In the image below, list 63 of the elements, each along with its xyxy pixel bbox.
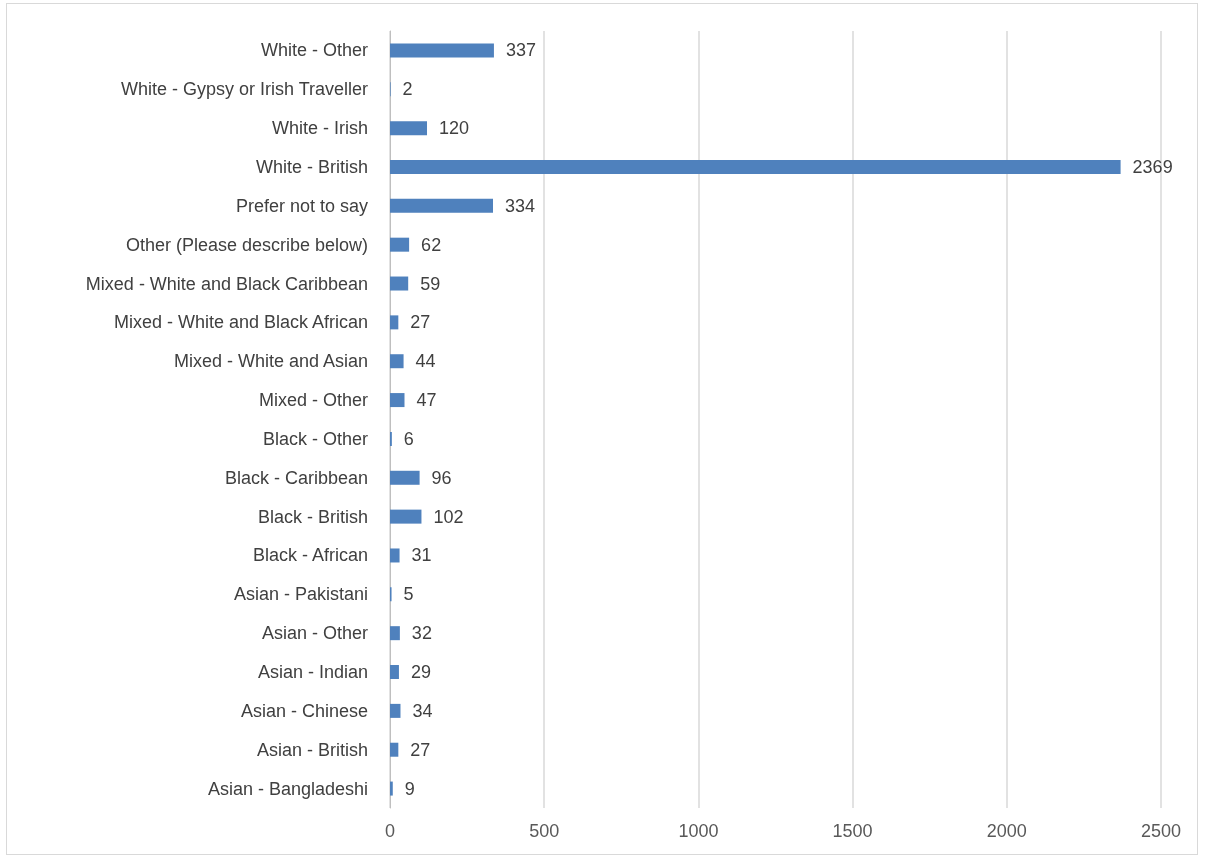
y-tick-label: White - Irish	[271, 118, 368, 139]
data-label: 5	[403, 584, 414, 605]
x-tick-label: 0	[384, 821, 396, 841]
bar	[390, 121, 428, 136]
y-tick-label: Asian - Bangladeshi	[207, 778, 368, 799]
y-tick-label: White - Other	[260, 40, 368, 61]
data-label: 9	[404, 778, 415, 799]
bar	[390, 548, 400, 563]
y-tick-label: White - Gypsy or Irish Traveller	[120, 79, 368, 100]
data-label: 2369	[1132, 156, 1173, 177]
data-label: 27	[410, 739, 431, 760]
y-tick-label: Asian - Pakistani	[233, 584, 368, 605]
bar	[390, 393, 405, 408]
data-label: 96	[431, 467, 452, 488]
x-tick-label: 500	[529, 821, 560, 841]
y-tick-label: Asian - Chinese	[240, 700, 368, 721]
data-label: 47	[416, 390, 437, 411]
y-tick-label: Black - African	[252, 545, 368, 566]
bar	[390, 665, 399, 680]
y-tick-label: Other (Please describe below)	[125, 234, 368, 255]
y-tick-label: Asian - Other	[261, 623, 368, 644]
data-label: 120	[439, 118, 470, 139]
y-tick-label: Asian - British	[256, 739, 368, 760]
bar	[390, 159, 1121, 174]
x-tick-label: 2500	[1140, 821, 1182, 841]
bar	[390, 237, 410, 252]
data-label: 334	[505, 195, 536, 216]
data-label: 102	[433, 506, 464, 527]
data-label: 31	[411, 545, 432, 566]
data-label: 337	[505, 40, 536, 61]
data-label: 27	[410, 312, 431, 333]
y-tick-label: Asian - Indian	[257, 662, 368, 683]
data-label: 34	[412, 700, 433, 721]
data-label: 59	[420, 273, 441, 294]
y-tick-label: Mixed - Other	[258, 390, 368, 411]
bar	[390, 198, 494, 213]
y-tick-label: Mixed - White and Black Caribbean	[85, 273, 368, 294]
bar	[390, 509, 422, 524]
bar	[390, 354, 404, 369]
y-tick-label: Black - British	[257, 506, 368, 527]
x-tick-label: 1500	[832, 821, 873, 841]
y-tick-label: Black - Caribbean	[224, 467, 368, 488]
data-label: 29	[410, 662, 431, 683]
bar	[390, 781, 393, 796]
data-label: 6	[403, 428, 414, 449]
x-tick-label: 2000	[986, 821, 1027, 841]
y-tick-label: Prefer not to say	[235, 195, 368, 216]
bar	[390, 276, 409, 291]
y-tick-label: Mixed - White and Asian	[173, 351, 368, 372]
x-tick-label: 1000	[678, 821, 719, 841]
data-label: 32	[411, 623, 432, 644]
bar	[390, 43, 494, 58]
data-label: 2	[402, 79, 413, 100]
data-label: 62	[421, 234, 442, 255]
y-tick-label: Mixed - White and Black African	[113, 312, 368, 333]
y-tick-label: White - British	[255, 156, 368, 177]
bar	[390, 470, 420, 485]
bar	[390, 703, 401, 718]
bar	[390, 742, 399, 757]
bar	[390, 315, 399, 330]
data-label: 44	[415, 351, 436, 372]
y-tick-label: Black - Other	[262, 428, 368, 449]
bar	[390, 626, 400, 641]
